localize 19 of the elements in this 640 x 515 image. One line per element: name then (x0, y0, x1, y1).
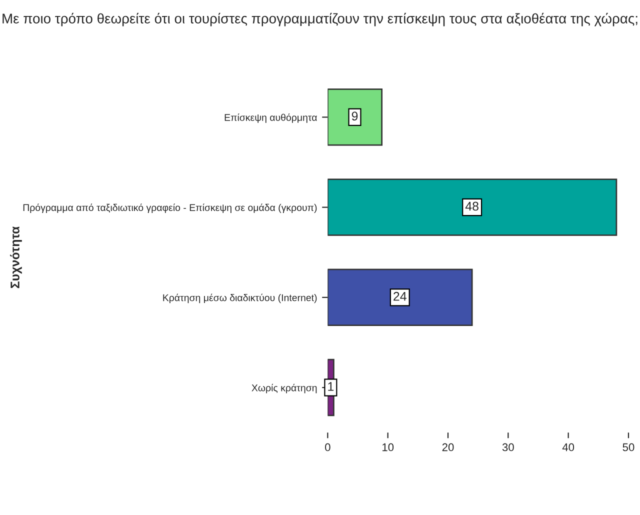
x-tick-label: 20 (442, 443, 454, 452)
data-label: 24 (394, 292, 406, 301)
x-tick-label: 10 (382, 443, 394, 452)
data-label: 1 (328, 382, 334, 391)
x-tick-label: 40 (562, 443, 574, 452)
y-tick-label: Χωρίς κράτηση (252, 384, 317, 394)
bar (328, 268, 473, 326)
y-axis-title: Συχνότητα (10, 226, 22, 288)
x-tick-label: 50 (622, 443, 634, 452)
x-tick-label: 0 (325, 443, 330, 452)
y-tick-label: Πρόγραμμα από ταξιδιωτικό γραφείο - Επίσκεψη σε ομάδα (γκρουπ) (23, 204, 317, 213)
x-tick-label: 30 (502, 443, 514, 452)
y-tick-label: Επίσκεψη αυθόρμητα (224, 114, 317, 123)
data-label: 48 (465, 202, 478, 211)
data-label: 9 (352, 112, 358, 121)
chart-title: Με ποιο τρόπο θεωρείτε ότι οι τουρίστες προγραμματίζουν την επίσκεψη τους στα αξιοθέατα της χώρας; (2, 12, 638, 26)
bar (328, 178, 618, 236)
bar (328, 88, 383, 146)
y-tick-label: Κράτηση μέσω διαδικτύου (Internet) (163, 294, 317, 304)
